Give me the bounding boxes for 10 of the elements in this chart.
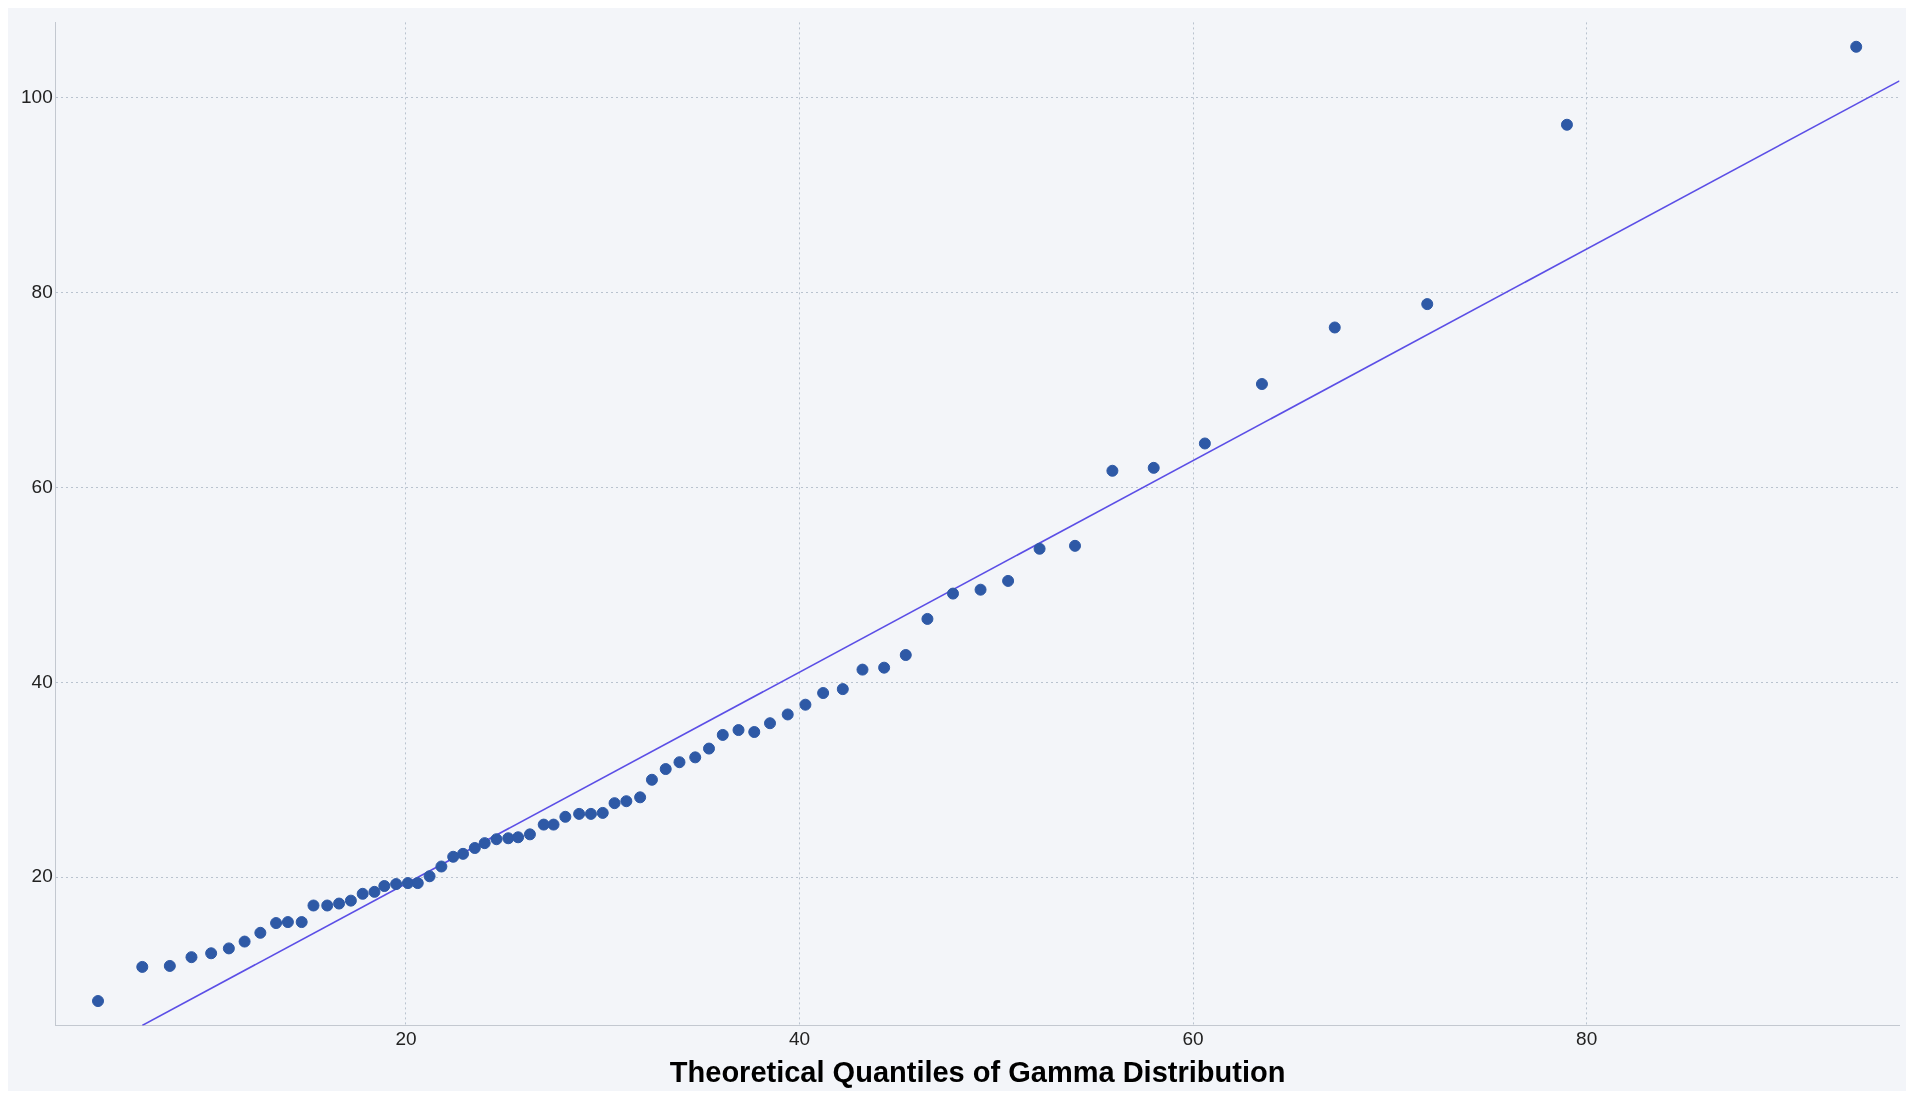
y-tick-label: 60: [31, 475, 53, 497]
y-tick-label: 20: [31, 865, 53, 887]
x-axis-title: Theoretical Quantiles of Gamma Distribution: [669, 1055, 1286, 1088]
y-tick-label: 80: [31, 280, 53, 302]
y-tick-label: 100: [21, 85, 53, 107]
x-tick-label: 80: [1576, 1028, 1598, 1050]
x-tick-label: 20: [395, 1028, 417, 1050]
y-tick-label: 40: [31, 670, 53, 692]
x-tick-label: 40: [788, 1028, 811, 1050]
x-tick-label: 60: [1182, 1028, 1204, 1050]
